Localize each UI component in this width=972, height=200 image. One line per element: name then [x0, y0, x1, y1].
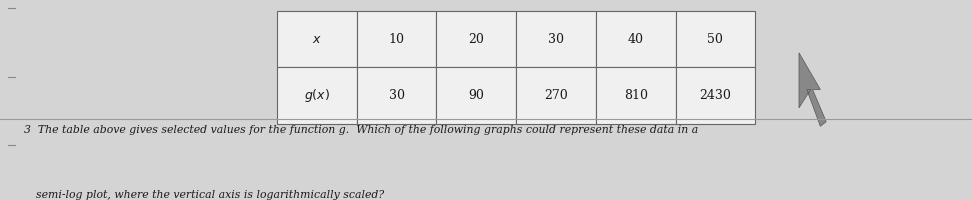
Text: 30: 30 — [548, 33, 564, 46]
Bar — [357, 67, 436, 124]
Text: 50: 50 — [708, 33, 723, 46]
Bar — [516, 67, 596, 124]
Text: $x$: $x$ — [312, 33, 322, 46]
Bar — [277, 67, 357, 124]
Bar — [516, 11, 596, 67]
Text: 20: 20 — [469, 33, 484, 46]
Text: 30: 30 — [389, 89, 404, 102]
Text: 40: 40 — [628, 33, 643, 46]
Text: 810: 810 — [624, 89, 647, 102]
Bar — [676, 11, 755, 67]
Text: 2430: 2430 — [700, 89, 731, 102]
Bar — [277, 11, 357, 67]
Text: 3  The table above gives selected values for the function g.  Which of the follo: 3 The table above gives selected values … — [24, 125, 699, 135]
Text: 270: 270 — [544, 89, 568, 102]
Bar — [596, 11, 676, 67]
Text: 90: 90 — [469, 89, 484, 102]
Text: $g(x)$: $g(x)$ — [304, 87, 330, 104]
Bar — [436, 11, 516, 67]
Bar — [676, 67, 755, 124]
Bar — [436, 67, 516, 124]
Polygon shape — [799, 53, 826, 126]
Text: 10: 10 — [389, 33, 404, 46]
Bar — [357, 11, 436, 67]
Bar — [596, 67, 676, 124]
Text: semi-log plot, where the vertical axis is logarithmically scaled?: semi-log plot, where the vertical axis i… — [36, 190, 384, 200]
